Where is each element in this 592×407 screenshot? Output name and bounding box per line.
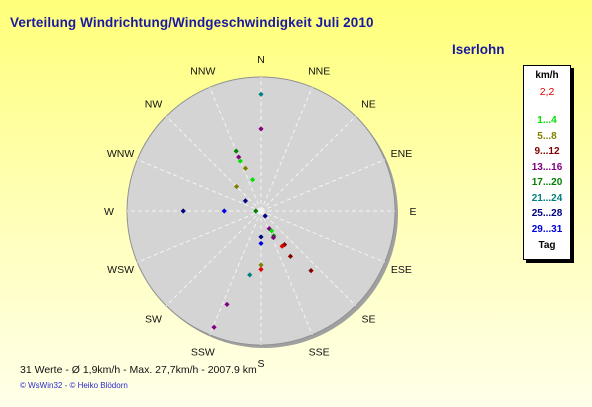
- legend-item: 13...16: [531, 161, 563, 173]
- direction-label-s: S: [257, 358, 264, 370]
- data-point: [279, 243, 285, 249]
- spoke-nnw: [209, 87, 262, 212]
- direction-label-sw: SW: [145, 313, 162, 325]
- data-point: [281, 242, 288, 248]
- data-point: [233, 183, 240, 190]
- legend-item: 5...8: [537, 130, 557, 142]
- data-point: [258, 262, 264, 268]
- direction-label-sse: SSE: [309, 346, 330, 358]
- direction-label-wsw: WSW: [107, 264, 134, 276]
- direction-label-w: W: [104, 206, 114, 218]
- data-point: [211, 324, 217, 330]
- data-point: [258, 234, 264, 240]
- legend-item: 21...24: [531, 192, 563, 204]
- data-point: [266, 226, 272, 232]
- direction-label-wnw: WNW: [107, 148, 134, 160]
- polar-grid: [126, 76, 398, 348]
- spoke-ene: [260, 159, 385, 212]
- chart-title: Verteilung Windrichtung/Windgeschwindigk…: [10, 15, 374, 30]
- data-point: [237, 158, 243, 164]
- legend-item: 29...31: [531, 223, 563, 235]
- location-label: Iserlohn: [452, 42, 505, 57]
- data-point: [258, 91, 264, 97]
- direction-label-ese: ESE: [391, 264, 412, 276]
- spoke-wnw: [137, 159, 262, 212]
- direction-label-se: SE: [361, 313, 375, 325]
- spoke-ne: [260, 115, 357, 212]
- data-point: [221, 208, 227, 214]
- legend-header: km/h: [535, 70, 559, 81]
- data-point: [262, 213, 268, 219]
- data-point: [247, 272, 253, 278]
- data-point: [250, 177, 256, 183]
- data-point: [258, 126, 264, 132]
- data-point: [308, 268, 314, 274]
- data-point: [258, 240, 264, 247]
- data-point: [253, 208, 259, 214]
- direction-label-e: E: [409, 206, 416, 218]
- legend-item: 17...20: [531, 177, 563, 188]
- legend-item: 1...4: [537, 115, 557, 126]
- spoke-ese: [260, 210, 385, 263]
- direction-labels: N NNE NE ENE E ESE SE SSE S SSW SW WSW W WNW NW NNW: [104, 54, 416, 370]
- spoke-ssw: [209, 210, 262, 335]
- data-point: [233, 148, 239, 154]
- data-point: [242, 165, 249, 171]
- data-point: [258, 266, 264, 272]
- legend-item: 9...12: [534, 146, 560, 157]
- data-point: [287, 253, 294, 259]
- direction-label-nnw: NNW: [190, 66, 215, 78]
- data-point: [180, 208, 186, 214]
- direction-label-ene: ENE: [391, 148, 413, 160]
- direction-label-nne: NNE: [308, 66, 330, 78]
- spoke-sw: [165, 210, 262, 307]
- direction-label-nw: NW: [145, 99, 163, 111]
- data-point: [242, 198, 249, 204]
- legend-item: 25...28: [531, 208, 563, 219]
- summary-footer: 31 Werte - Ø 1,9km/h - Max. 27,7km/h - 2…: [20, 364, 257, 376]
- spoke-nw: [165, 115, 262, 212]
- data-points: [180, 91, 314, 330]
- legend: km/h 2,2 Tag 1...4 5...8 9...12 13...16 17..…: [523, 65, 571, 260]
- data-point: [236, 154, 242, 160]
- data-point: [224, 301, 230, 308]
- legend-footer: Tag: [538, 240, 556, 251]
- spoke-nne: [260, 87, 313, 212]
- direction-label-n: N: [257, 54, 265, 66]
- data-point: [268, 228, 275, 234]
- data-point: [270, 235, 277, 241]
- spoke-se: [260, 210, 357, 307]
- direction-label-ne: NE: [361, 99, 376, 111]
- legend-calm-value: 2,2: [539, 86, 555, 98]
- direction-label-ssw: SSW: [191, 346, 215, 358]
- spoke-wsw: [137, 210, 262, 263]
- spoke-sse: [260, 210, 313, 335]
- copyright: © WsWin32 - © Heiko Blödorn: [20, 381, 128, 390]
